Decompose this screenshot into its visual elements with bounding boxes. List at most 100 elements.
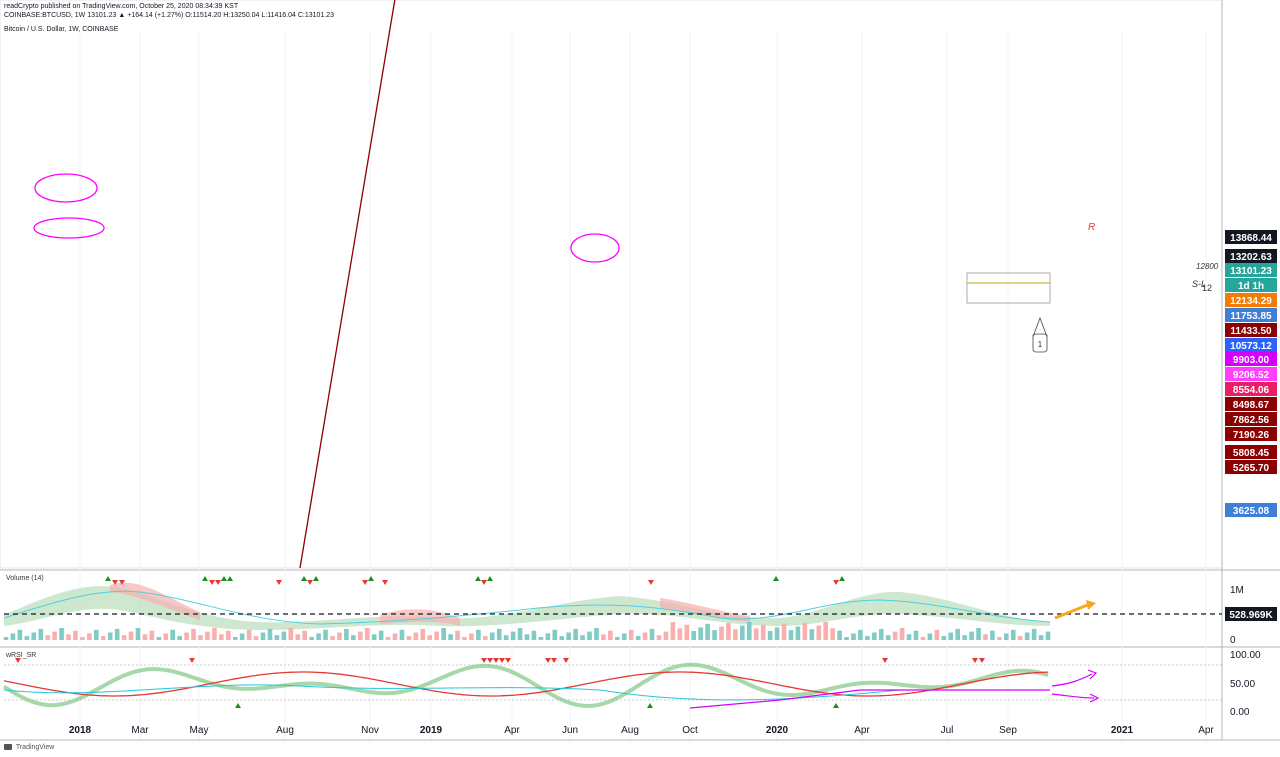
price-tag — [1225, 503, 1277, 517]
volume-bar — [316, 633, 321, 640]
volume-bar — [719, 626, 724, 640]
volume-ma-line — [3, 590, 1051, 625]
signal-up-icon — [475, 576, 481, 581]
volume-bar — [510, 631, 516, 640]
volume-bar — [753, 628, 759, 640]
volume-bar — [205, 631, 210, 640]
volume-bar — [740, 625, 745, 640]
volume-bar — [712, 630, 717, 640]
rsi-signal-up-icon — [647, 703, 653, 708]
volume-bar — [983, 634, 988, 640]
volume-tag — [1225, 607, 1277, 621]
volume-bar — [746, 622, 752, 640]
volume-bar — [45, 635, 50, 640]
signal-up-icon — [487, 576, 493, 581]
volume-bar — [434, 631, 439, 640]
volume-bar — [573, 628, 578, 640]
price-tag — [1225, 427, 1277, 441]
volume-bar — [149, 630, 155, 640]
volume-cloud-red — [660, 598, 750, 622]
volume-bar — [1010, 629, 1016, 640]
volume-bar — [844, 637, 849, 640]
price-tag-label: 8498.67 — [1233, 400, 1270, 411]
volume-bar — [17, 629, 23, 640]
price-tag — [1225, 412, 1277, 426]
volume-bar — [830, 628, 835, 640]
volume-bar — [816, 625, 822, 640]
volume-bar — [73, 630, 78, 640]
volume-bar — [684, 624, 690, 640]
rsi-signal-line — [3, 671, 1049, 697]
volume-bar — [107, 632, 113, 640]
price-tag-label: 7190.26 — [1233, 430, 1270, 441]
volume-bar — [733, 629, 738, 640]
volume-bar — [80, 637, 85, 640]
volume-bar — [330, 636, 335, 640]
signal-up-icon — [227, 576, 233, 581]
volume-bar — [246, 629, 252, 640]
volume-bar — [59, 628, 64, 640]
price-tag — [1225, 249, 1277, 263]
volume-bar — [392, 633, 398, 640]
highlight-ellipse — [34, 173, 98, 203]
volume-bar — [865, 636, 870, 640]
volume-bar — [760, 624, 766, 640]
timeframe-badge-label: 1d 1h — [1238, 281, 1264, 292]
rsi-signal-down-icon — [979, 658, 985, 663]
volume-bar — [976, 628, 981, 640]
r-label: R — [1088, 222, 1095, 233]
volume-bar — [524, 634, 530, 640]
volume-bar — [420, 628, 426, 640]
signal-up-icon — [221, 576, 227, 581]
volume-bar — [337, 632, 342, 640]
time-axis: 2018 Mar May Aug Nov 2019 Apr Jun Aug Oct 2020 Apr J… — [69, 725, 1215, 736]
volume-bar — [295, 634, 301, 640]
volume-bar — [489, 632, 495, 640]
main-pane-border — [0, 0, 1223, 569]
volume-bar — [371, 634, 377, 640]
price-tag — [1225, 460, 1277, 474]
small-label: 12 — [1202, 283, 1212, 293]
volume-bar — [628, 629, 634, 640]
volume-bar — [344, 628, 349, 640]
timeframe-badge — [1225, 278, 1277, 292]
volume-bar — [899, 628, 905, 640]
signal-down-icon — [119, 580, 125, 585]
rsi-signal-up-icon — [833, 703, 839, 708]
volume-bar — [809, 629, 815, 640]
volume-bar — [941, 636, 947, 640]
price-tag — [1225, 382, 1277, 396]
volume-bar — [170, 629, 176, 640]
volume-bar — [38, 628, 44, 640]
volume-tag-label: 528.969K — [1229, 610, 1273, 621]
rsi-label: wRSI_SR — [5, 652, 36, 659]
volume-bar — [274, 635, 280, 640]
rsi-magenta-line — [689, 689, 1050, 709]
price-tag-label: 11753.85 — [1230, 311, 1272, 322]
price-tag — [1225, 445, 1277, 459]
volume-bar — [128, 631, 134, 640]
volume-bar — [781, 623, 787, 640]
signal-up-icon — [202, 576, 208, 581]
volume-bar — [663, 631, 669, 640]
price-tag-label: 12134.29 — [1230, 296, 1272, 307]
volume-bar — [913, 630, 919, 640]
volume-bar — [531, 630, 537, 640]
volume-bar — [191, 628, 196, 640]
price-tag — [1225, 230, 1277, 244]
volume-bar — [955, 628, 960, 640]
price-tag — [1225, 397, 1277, 411]
volume-bar — [135, 628, 141, 640]
volume-bar — [670, 622, 676, 640]
volume-bar — [427, 635, 433, 640]
x-tick-label: May — [190, 725, 209, 736]
volume-bar — [385, 637, 391, 640]
volume-label: Volume (14) — [6, 575, 44, 582]
volume-bar — [184, 632, 189, 640]
volume-bar — [656, 635, 662, 640]
signal-down-icon — [362, 580, 368, 585]
s-l-label: S-L — [1192, 279, 1206, 289]
price-tag-label: 9206.52 — [1233, 370, 1270, 381]
range-box — [966, 272, 1051, 304]
